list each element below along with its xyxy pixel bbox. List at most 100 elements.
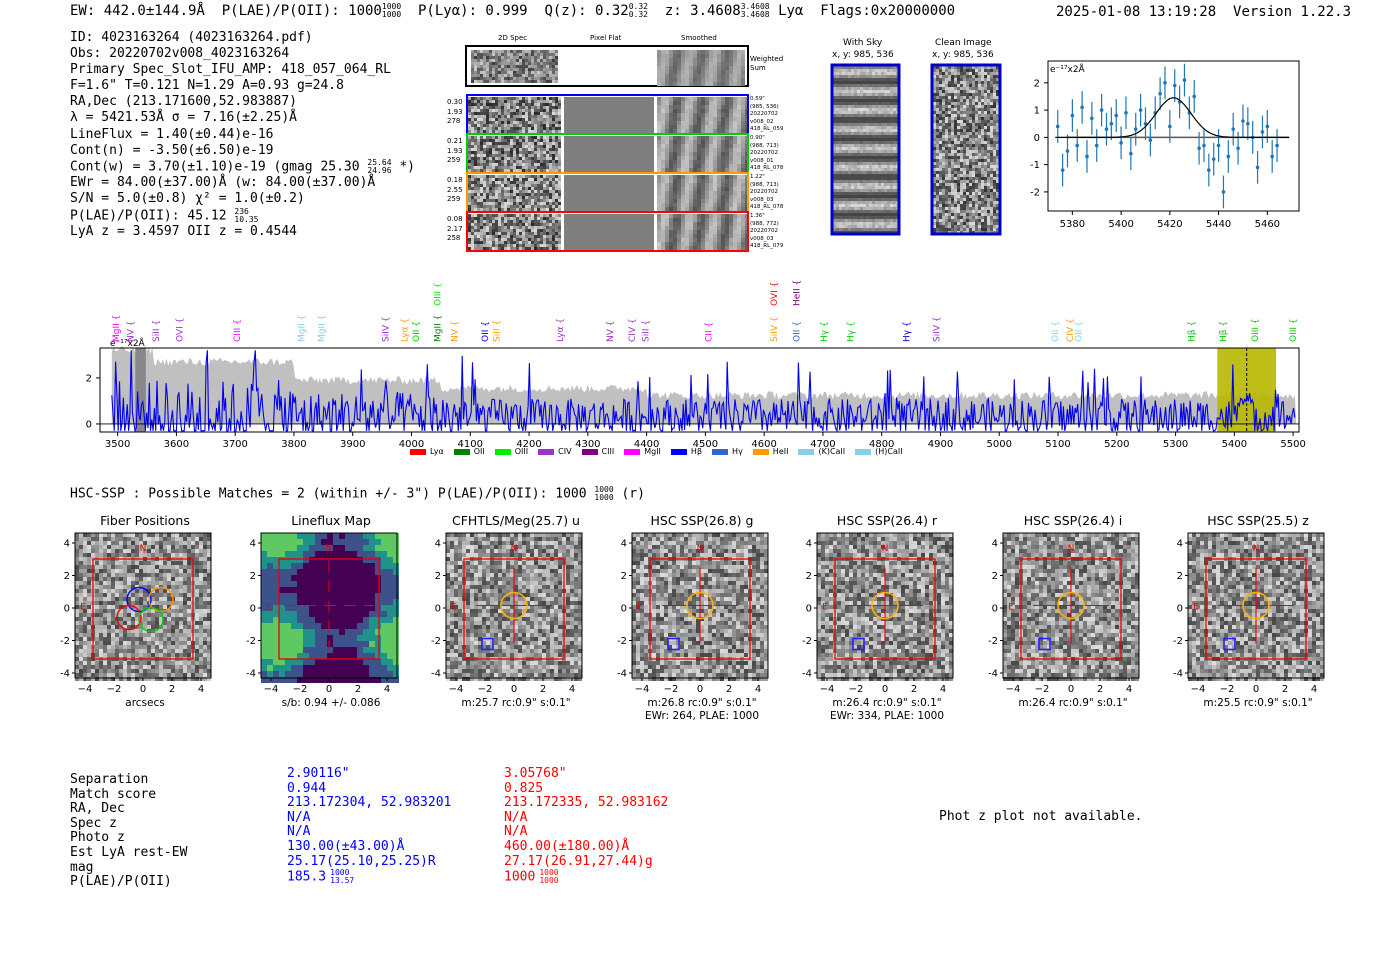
header-qz: Q(z): 0.32 xyxy=(544,3,629,19)
spectral-line-label: OII { xyxy=(1075,321,1085,342)
fit-data-point xyxy=(1182,78,1187,82)
panel-x-tick-label: 4 xyxy=(198,684,204,695)
spectral-line-label: CIV { xyxy=(628,318,638,342)
spectral-line-label: OVI { xyxy=(770,282,780,306)
cutout-meta: 418_RL_078 xyxy=(750,165,784,172)
spectrum-x-tick-label: 3700 xyxy=(222,439,247,450)
info-sn: S/N = 5.0(±0.8) χ² = 1.0(±0.2) xyxy=(70,191,305,207)
cutout-stat: 1.93 xyxy=(447,146,463,155)
cutout-row-right-meta: 1.36" (988, 772) 20220702 v008_03 418_RL_079 xyxy=(750,213,783,251)
info-line: Obs: 20220702v008_4023163264 xyxy=(70,46,290,62)
match-box xyxy=(852,637,865,651)
legend-swatch xyxy=(712,448,729,455)
with-sky-title: With Sky xyxy=(843,38,883,48)
spectral-line-label: Lyα { xyxy=(400,318,410,342)
match-value: 25.17(25.10,25.25)R xyxy=(287,853,436,869)
cutout-row-frame xyxy=(466,211,749,252)
spectral-line-label: MgII { xyxy=(298,315,308,342)
compass-north: N xyxy=(140,544,147,554)
compass-east: E xyxy=(822,603,828,613)
fit-data-point xyxy=(1119,141,1123,145)
info-line: RA,Dec (213.171600,52.983887) xyxy=(70,94,297,110)
spectrum-x-tick-label: 5200 xyxy=(1104,439,1129,450)
hsc-panel-title: HSC SSP(25.5) z xyxy=(1207,513,1309,528)
cutout-meta: (988, 713) xyxy=(750,142,779,149)
fiber-circle xyxy=(116,604,142,631)
match-value: 213.172335, 52.983162 xyxy=(504,795,669,811)
panel-x-tick-label: 0 xyxy=(140,684,146,695)
match-value: N/A xyxy=(287,809,311,825)
search-box xyxy=(92,558,194,660)
spectrum-y-tick-label: 2 xyxy=(86,373,92,384)
spectral-line-label: SiII { xyxy=(641,320,651,342)
panel-x-tick-label: 0 xyxy=(697,684,703,695)
spectrum-x-tick-label: 3600 xyxy=(164,439,189,450)
clean-image-title: Clean Image xyxy=(935,38,992,48)
panel-x-tick-label: 4 xyxy=(384,684,390,695)
cutout-meta: v008_01 xyxy=(750,157,774,164)
fit-data-point xyxy=(1158,91,1162,96)
cutout-stat: 258 xyxy=(447,234,461,242)
panel-y-tick-label: -2 xyxy=(988,636,998,647)
header-flags: Flags:0x20000000 xyxy=(820,3,956,19)
panel-x-tick-label: 0 xyxy=(1253,684,1259,695)
panel-x-tick-label: −4 xyxy=(264,684,279,695)
fit-data-point xyxy=(1070,113,1075,118)
panel-y-tick-label: 0 xyxy=(806,604,812,615)
compass-east: E xyxy=(637,603,643,613)
legend-swatch xyxy=(581,448,598,455)
spectrum-x-tick-label: 3800 xyxy=(281,439,306,450)
spectral-line-label: OIII { xyxy=(1289,318,1299,342)
match-label: Spec z xyxy=(70,815,117,831)
panel-x-tick-label: 2 xyxy=(1282,684,1288,695)
legend-label: OIII xyxy=(514,447,529,456)
cutout-row-left-stats: 0.30 1.93 278 xyxy=(447,98,463,127)
spectrum-legend: Lyα OII OIII CIV CIII MgII Hβ Hγ HeII (K)CaII (H)C… xyxy=(400,447,903,456)
panel-x-tick-label: 4 xyxy=(940,684,946,695)
spectrum-x-tick-label: 4800 xyxy=(869,439,894,450)
match-value: 213.172304, 52.983201 xyxy=(287,795,452,811)
header-qz-frac: 0.32 0.32 xyxy=(628,2,648,19)
fit-y-tick-label: 0 xyxy=(1034,133,1040,144)
col-title-smoothed: Smoothed xyxy=(681,34,717,42)
spectral-line-label: Lyα { xyxy=(556,318,566,342)
spectral-line-label: OIII { xyxy=(433,282,443,306)
fit-data-point xyxy=(1129,151,1133,156)
spectrum-x-tick-label: 4300 xyxy=(575,439,600,450)
panel-x-tick-label: 2 xyxy=(540,684,546,695)
panel-y-tick-label: 2 xyxy=(1177,571,1183,582)
match-value: 0.944 xyxy=(287,780,327,796)
panel-x-tick-label: −2 xyxy=(1220,684,1235,695)
spectral-line-label: NV { xyxy=(450,321,460,342)
cutout-meta: 20220702 xyxy=(750,111,778,118)
hsc-panel-img: N E 4 2 0 -2 -4 −4 −2 0 2 4 xyxy=(1173,532,1325,695)
panel-x-tick-label: 2 xyxy=(911,684,917,695)
match-value: 130.00(±43.00)Å xyxy=(287,838,405,854)
spectral-line-label: HeII { xyxy=(792,280,802,306)
header-plae-frac: 1000 1000 xyxy=(381,2,402,19)
info-contw: Cont(w) = 3.70(±1.10)e-19 (gmag 25.30 25… xyxy=(70,157,415,175)
search-box xyxy=(649,558,751,660)
panel-x-tick-label: −2 xyxy=(107,684,122,695)
spectral-line-label: SiIV { xyxy=(770,316,780,342)
panel-x-tick-label: 4 xyxy=(1311,684,1317,695)
panel-x-tick-label: −2 xyxy=(478,684,493,695)
fit-x-tick-label: 5420 xyxy=(1157,219,1182,230)
spectral-line-label: SiII { xyxy=(493,320,503,342)
aperture-circle xyxy=(500,591,528,620)
fit-data-point xyxy=(1172,83,1177,88)
panel-x-tick-label: 4 xyxy=(1126,684,1132,695)
fit-data-point xyxy=(1241,119,1245,123)
spectrum-masked-region xyxy=(135,348,146,432)
fit-data-point xyxy=(1226,154,1231,159)
match-box xyxy=(1038,637,1051,651)
compass-north: N xyxy=(697,544,704,554)
panel-x-tick-label: 0 xyxy=(511,684,517,695)
info-line: LineFlux = 1.40(±0.44)e-16 xyxy=(70,126,274,142)
panel-y-tick-label: -2 xyxy=(1173,636,1183,647)
spectral-line-label: OII { xyxy=(481,321,491,342)
fit-data-point xyxy=(1080,105,1084,110)
fit-data-point xyxy=(1065,149,1070,153)
cutout-meta: 0.59" xyxy=(750,96,765,102)
cutout-stat: 2.55 xyxy=(447,185,463,194)
